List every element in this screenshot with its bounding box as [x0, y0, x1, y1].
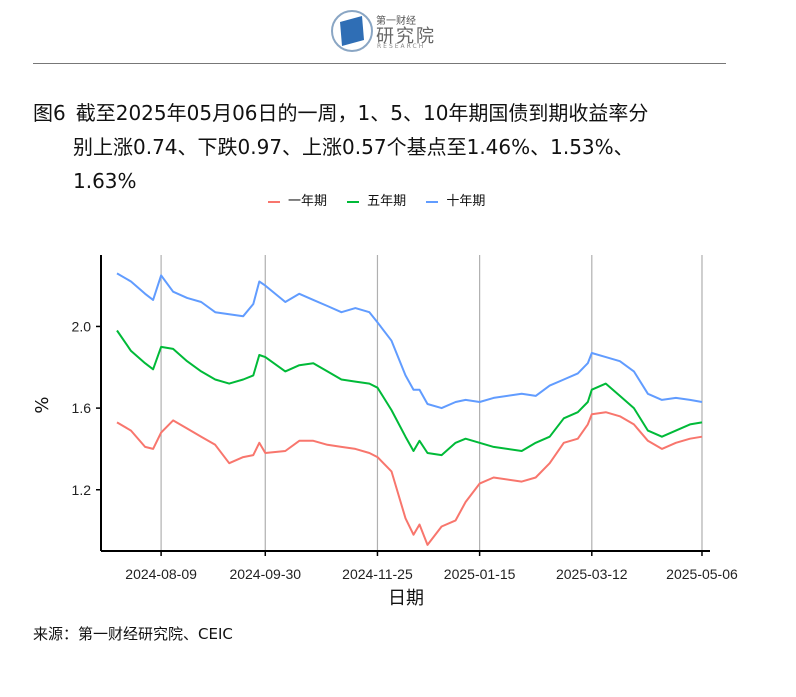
legend-item-5y: 五年期 — [347, 190, 406, 209]
series-line-10y — [116, 272, 703, 410]
legend-label-5y: 五年期 — [367, 194, 407, 209]
legend-item-10y: 十年期 — [426, 190, 485, 209]
chart-legend: 一年期 五年期 十年期 — [268, 190, 501, 209]
x-tick-label: 2025-05-06 — [666, 566, 738, 582]
chart-ticks: 2024-08-09 2024-09-30 2024-11-25 2025-01-15… — [72, 318, 738, 582]
series-line-5y — [116, 329, 703, 457]
y-tick-label: 2.0 — [72, 318, 92, 334]
legend-swatch-5y — [347, 200, 360, 203]
logo — [330, 8, 440, 54]
y-tick-label: 1.2 — [72, 482, 92, 498]
logo-text-big: 研究院 — [376, 26, 436, 47]
legend-label-1y: 一年期 — [288, 194, 328, 209]
x-tick-label: 2025-01-15 — [444, 566, 516, 582]
x-tick-label: 2024-08-09 — [125, 566, 197, 582]
legend-swatch-1y — [268, 200, 280, 203]
y-tick-label: 1.6 — [72, 400, 92, 416]
source-note: 来源：第一财经研究院、CEIC — [33, 625, 233, 643]
x-tick-label: 2025-03-12 — [556, 566, 628, 582]
logo-text-en: RESEARCH — [377, 43, 426, 50]
legend-label-10y: 十年期 — [446, 194, 486, 209]
title-line-1: 截至2025年05月06日的一周，1、5、10年期国债到期收益率分 — [75, 101, 649, 125]
header-divider — [33, 63, 726, 64]
chart-grid — [160, 255, 703, 551]
x-tick-label: 2024-11-25 — [342, 566, 413, 582]
title-line-3: 1.63% — [73, 169, 137, 193]
x-axis-title: 日期 — [388, 588, 424, 609]
chart-axes — [100, 255, 710, 552]
legend-swatch-10y — [426, 200, 439, 203]
chart-lines — [116, 272, 703, 546]
logo-emblem-icon — [331, 10, 373, 52]
y-axis-title: % — [32, 396, 53, 413]
figure-number: 图6 — [33, 101, 66, 125]
logo-text-small: 第一财经 — [376, 16, 416, 27]
figure-title: 图6 截至2025年05月06日的一周，1、5、10年期国债到期收益率分 别上涨0… — [33, 96, 753, 198]
legend-item-1y: 一年期 — [268, 190, 327, 209]
title-line-2: 别上涨0.74、下跌0.97、上涨0.57个基点至1.46%、1.53%、 — [73, 135, 634, 159]
series-line-1y — [116, 411, 703, 546]
x-tick-label: 2024-09-30 — [229, 566, 301, 582]
